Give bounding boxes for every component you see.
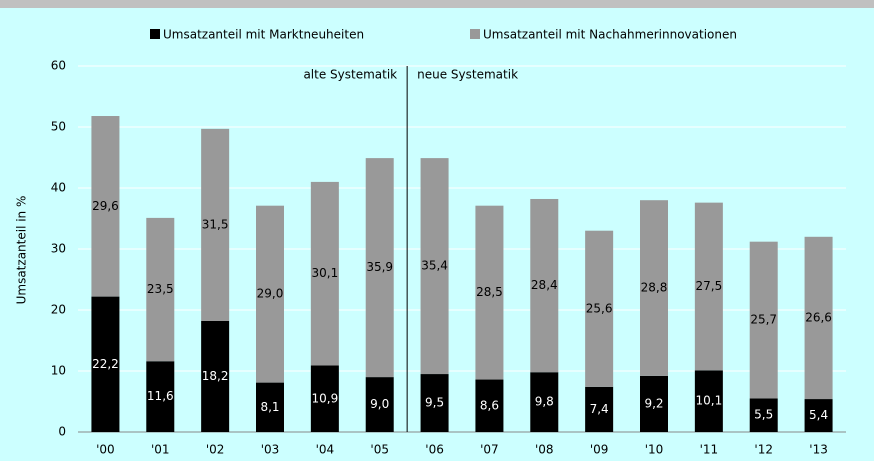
bar-segment [310, 181, 339, 366]
value-label: 23,5 [147, 282, 174, 296]
value-label: 25,7 [750, 313, 777, 327]
bar-segment [640, 375, 668, 432]
value-label: 9,0 [370, 397, 389, 411]
value-label: 8,6 [480, 398, 499, 412]
bar-segment [804, 399, 833, 432]
legend-swatch [150, 29, 160, 39]
y-tick-label: 0 [58, 425, 66, 439]
bar-segment [91, 116, 120, 297]
bar-segment [256, 205, 284, 383]
y-tick-label: 10 [51, 364, 66, 378]
bar-segment [146, 217, 175, 362]
value-label: 28,5 [476, 285, 503, 299]
value-label: 30,1 [311, 266, 338, 280]
x-tick-label: '13 [809, 443, 828, 457]
bar-segment [475, 379, 504, 432]
bar-segment [256, 382, 284, 432]
x-tick-label: '01 [151, 443, 170, 457]
value-label: 35,4 [421, 259, 448, 273]
bar-segment [201, 320, 230, 432]
y-tick-label: 40 [51, 181, 66, 195]
bar-segment [475, 205, 504, 380]
bar-segment [530, 198, 559, 373]
bar-segment [146, 361, 175, 432]
bar-segment [530, 372, 559, 432]
legend-label: Umsatzanteil mit Marktneuheiten [163, 28, 364, 42]
y-tick-label: 20 [51, 303, 66, 317]
x-tick-label: '06 [425, 443, 444, 457]
value-label: 5,5 [754, 408, 773, 422]
y-tick-label: 30 [51, 242, 66, 256]
annotation: alte Systematik [303, 68, 397, 82]
x-tick-label: '05 [370, 443, 389, 457]
value-label: 10,9 [311, 391, 338, 405]
value-label: 11,6 [147, 389, 174, 403]
bar-segment [804, 236, 833, 400]
value-label: 7,4 [590, 402, 609, 416]
bar-segment [694, 370, 723, 432]
x-tick-label: '10 [645, 443, 664, 457]
bar-segment [585, 386, 614, 432]
bar-segment [365, 377, 394, 432]
value-label: 25,6 [586, 301, 613, 315]
y-tick-label: 60 [51, 59, 66, 73]
value-label: 28,8 [641, 281, 668, 295]
value-label: 29,0 [257, 287, 284, 301]
x-tick-label: '04 [316, 443, 335, 457]
x-tick-label: '07 [480, 443, 499, 457]
x-tick-label: '02 [206, 443, 225, 457]
top-band [0, 0, 874, 8]
x-tick-label: '11 [700, 443, 719, 457]
bar-segment [749, 241, 778, 399]
value-label: 9,5 [425, 396, 444, 410]
x-tick-label: '03 [261, 443, 280, 457]
value-label: 28,4 [531, 278, 558, 292]
y-tick-label: 50 [51, 120, 66, 134]
bar-segment [201, 128, 230, 321]
value-label: 29,6 [92, 199, 119, 213]
annotation: neue Systematik [417, 68, 518, 82]
value-label: 27,5 [695, 279, 722, 293]
x-tick-label: '08 [535, 443, 554, 457]
value-label: 31,5 [202, 217, 229, 231]
bar-segment [420, 374, 449, 432]
legend-swatch [470, 29, 480, 39]
value-label: 8,1 [260, 400, 279, 414]
y-axis-label: Umsatzanteil in % [15, 196, 29, 305]
value-label: 18,2 [202, 369, 229, 383]
x-tick-label: '12 [754, 443, 773, 457]
bar-segment [585, 230, 614, 387]
bar-segment [694, 202, 723, 371]
bar-segment [749, 398, 778, 432]
bar-segment [640, 200, 668, 376]
value-label: 9,2 [644, 396, 663, 410]
bar-segment [420, 158, 449, 375]
bar-segment [310, 365, 339, 432]
value-label: 35,9 [366, 260, 393, 274]
value-label: 9,8 [535, 395, 554, 409]
legend-label: Umsatzanteil mit Nachahmerinnovationen [483, 28, 737, 42]
bar-segment [91, 296, 120, 432]
x-tick-label: '09 [590, 443, 609, 457]
value-label: 26,6 [805, 310, 832, 324]
value-label: 5,4 [809, 408, 828, 422]
bar-segment [365, 158, 394, 378]
value-label: 22,2 [92, 357, 119, 371]
value-label: 10,1 [695, 394, 722, 408]
x-tick-label: '00 [96, 443, 115, 457]
